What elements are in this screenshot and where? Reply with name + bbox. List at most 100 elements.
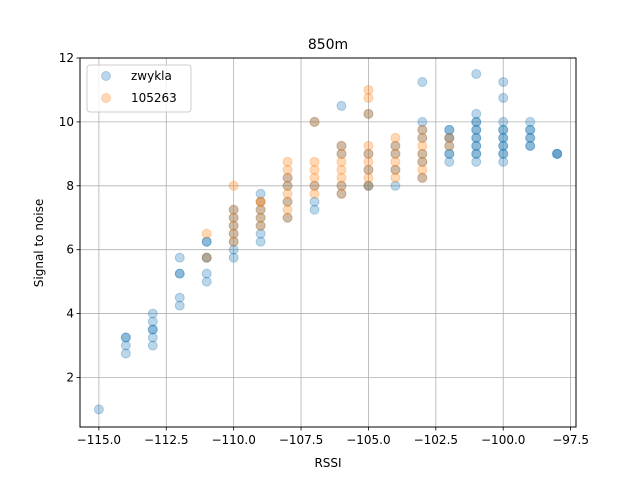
data-point: [363, 180, 374, 191]
data-point: [444, 148, 455, 159]
data-point: [471, 116, 482, 127]
legend-label-zwykla: zwykla: [131, 69, 172, 83]
data-point: [147, 308, 158, 319]
data-point: [363, 148, 374, 159]
data-point: [525, 116, 536, 127]
data-point: [93, 404, 104, 415]
data-point: [255, 204, 266, 215]
data-point: [444, 132, 455, 143]
series-105263: [201, 84, 455, 263]
data-point: [228, 252, 239, 263]
data-point: [282, 212, 293, 223]
data-point: [174, 300, 185, 311]
data-point: [417, 116, 428, 127]
data-point: [390, 148, 401, 159]
data-point: [147, 324, 158, 335]
data-point: [147, 324, 158, 335]
data-point: [282, 180, 293, 191]
data-point: [471, 140, 482, 151]
data-point: [363, 108, 374, 119]
x-tick-label: −110.0: [211, 433, 255, 447]
data-point: [228, 236, 239, 247]
data-point: [417, 156, 428, 167]
data-point: [498, 132, 509, 143]
data-point: [309, 180, 320, 191]
data-point: [228, 228, 239, 239]
data-point: [174, 268, 185, 279]
legend-frame: [86, 64, 192, 113]
data-point: [417, 156, 428, 167]
data-point: [282, 196, 293, 207]
data-point: [417, 140, 428, 151]
data-point: [120, 332, 131, 343]
data-point: [390, 148, 401, 159]
data-point: [444, 140, 455, 151]
data-point: [390, 132, 401, 143]
legend-label-105263: 105263: [131, 91, 177, 105]
data-point: [390, 164, 401, 175]
data-point: [552, 148, 563, 159]
data-point: [255, 196, 266, 207]
data-point: [282, 212, 293, 223]
data-point: [336, 148, 347, 159]
data-point: [309, 172, 320, 183]
data-point: [444, 148, 455, 159]
data-point: [417, 172, 428, 183]
data-point: [498, 132, 509, 143]
data-point: [282, 196, 293, 207]
chart-title: 850m: [308, 37, 348, 53]
data-point: [201, 268, 212, 279]
data-point: [228, 244, 239, 255]
y-tick-label: 10: [59, 115, 74, 129]
data-point: [147, 316, 158, 327]
data-point: [282, 188, 293, 199]
data-point: [336, 164, 347, 175]
x-tick-label: −115.0: [77, 433, 121, 447]
data-point: [282, 172, 293, 183]
data-point: [417, 132, 428, 143]
data-point: [552, 148, 563, 159]
data-point: [498, 124, 509, 135]
data-point: [336, 188, 347, 199]
data-point: [228, 212, 239, 223]
data-point: [336, 180, 347, 191]
data-point: [363, 180, 374, 191]
data-point: [363, 156, 374, 167]
x-axis-label: RSSI: [314, 456, 341, 470]
data-point: [471, 140, 482, 151]
data-point: [471, 132, 482, 143]
y-axis-label: Signal to noise: [32, 199, 46, 287]
y-tick-label: 12: [59, 51, 74, 65]
data-point: [498, 116, 509, 127]
data-point: [363, 108, 374, 119]
x-tick-label: −105.0: [346, 433, 390, 447]
data-point: [282, 172, 293, 183]
data-point: [471, 108, 482, 119]
plot-frame: [79, 57, 577, 428]
data-point: [390, 156, 401, 167]
legend-marker-105263: [101, 93, 111, 103]
data-point: [255, 188, 266, 199]
x-tick-label: −97.5: [552, 433, 589, 447]
y-axis: 2 4 6 8 10 12: [59, 51, 80, 384]
y-tick-label: 2: [66, 370, 74, 384]
data-point: [471, 68, 482, 79]
data-point: [363, 140, 374, 151]
data-point: [255, 228, 266, 239]
data-point: [228, 212, 239, 223]
data-point: [498, 156, 509, 167]
data-point: [282, 164, 293, 175]
data-point: [255, 212, 266, 223]
data-point: [201, 236, 212, 247]
data-point: [390, 140, 401, 151]
data-point: [309, 116, 320, 127]
x-tick-label: −112.5: [144, 433, 188, 447]
data-point: [417, 148, 428, 159]
data-point: [498, 140, 509, 151]
data-point: [228, 204, 239, 215]
data-point: [498, 124, 509, 135]
data-point: [552, 148, 563, 159]
data-point: [255, 236, 266, 247]
